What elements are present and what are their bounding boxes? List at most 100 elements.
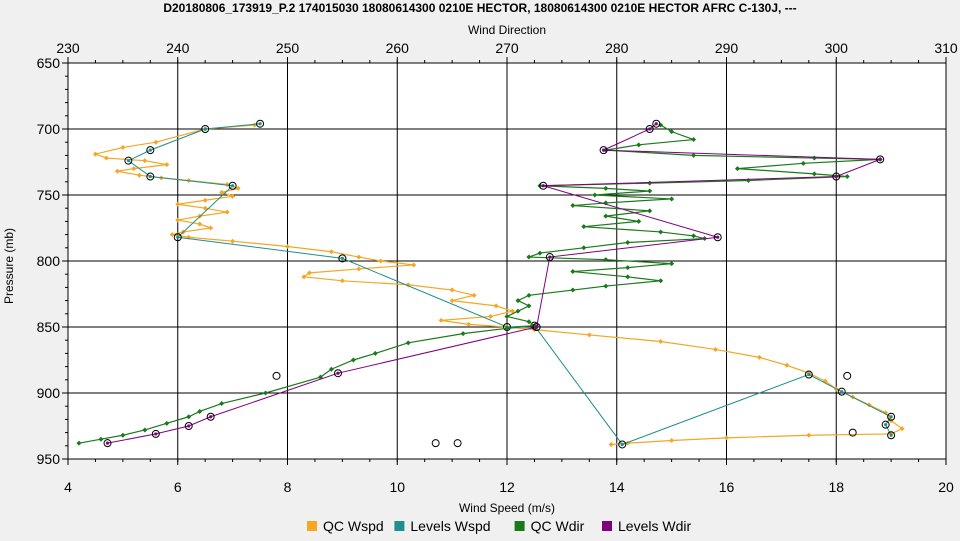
- extra-circle: [272, 371, 281, 380]
- legend-item: QC Wspd: [307, 518, 384, 534]
- data-point: [306, 270, 312, 276]
- level-point-center: [889, 415, 893, 419]
- level-point-center: [231, 184, 235, 188]
- level-point-center: [548, 255, 552, 259]
- extra-circle: [843, 371, 852, 380]
- data-point: [230, 238, 236, 244]
- data-point: [608, 441, 614, 447]
- data-point: [202, 205, 208, 211]
- legend-swatch: [514, 521, 525, 531]
- level-point-center: [209, 415, 213, 419]
- data-point: [202, 197, 208, 203]
- level-point: [146, 146, 155, 155]
- data-point: [581, 245, 587, 251]
- data-point: [669, 129, 675, 135]
- y-tick-label: 950: [37, 451, 61, 467]
- top-tick-label: 310: [934, 40, 958, 56]
- data-point: [328, 249, 334, 255]
- top-tick-label: 240: [166, 40, 190, 56]
- data-point: [509, 308, 515, 314]
- top-axis-label: Wind Direction: [468, 23, 546, 37]
- data-point: [784, 362, 790, 368]
- level-point-center: [105, 441, 110, 445]
- data-point: [899, 426, 905, 432]
- data-point: [658, 229, 664, 235]
- level-point-center: [535, 325, 539, 329]
- level-point: [599, 146, 608, 155]
- data-point: [669, 438, 675, 444]
- top-tick-label: 260: [386, 40, 410, 56]
- data-point: [372, 350, 378, 356]
- data-point: [713, 346, 719, 352]
- level-point: [151, 429, 160, 438]
- data-point: [219, 401, 225, 407]
- data-point: [504, 325, 510, 331]
- top-tick-label: 270: [495, 40, 519, 56]
- data-point: [526, 292, 532, 298]
- x-tick-label: 10: [389, 479, 405, 495]
- data-point: [120, 432, 126, 438]
- level-point: [652, 119, 661, 128]
- level-point-center: [807, 372, 811, 377]
- grid-lines: [68, 63, 946, 459]
- level-point: [206, 412, 215, 421]
- x-tick-label: 14: [609, 479, 625, 495]
- data-point: [169, 232, 175, 238]
- y-tick-label: 900: [37, 385, 61, 401]
- level-point: [103, 439, 112, 448]
- data-point: [504, 313, 510, 319]
- legend-label: QC Wdir: [531, 518, 585, 534]
- level-point-center: [878, 157, 882, 161]
- data-point: [263, 390, 269, 396]
- level-point-center: [336, 371, 340, 375]
- data-point: [756, 354, 762, 360]
- data-point: [466, 321, 472, 327]
- data-point: [647, 208, 653, 214]
- data-point: [411, 262, 417, 268]
- top-tick-label: 230: [56, 40, 80, 56]
- data-point: [625, 240, 631, 246]
- series-layer: [76, 119, 905, 449]
- level-point: [887, 412, 896, 421]
- data-point: [356, 254, 362, 260]
- data-point: [669, 196, 675, 202]
- data-point: [669, 261, 675, 267]
- data-point: [603, 185, 609, 191]
- data-point: [800, 160, 806, 166]
- level-point-center: [620, 442, 624, 447]
- data-point: [658, 339, 664, 345]
- level-point-center: [889, 433, 893, 437]
- data-point: [175, 217, 181, 223]
- level-point-center: [258, 122, 262, 126]
- data-point: [570, 203, 576, 209]
- legend-item: Levels Wspd: [394, 518, 491, 534]
- data-point: [471, 292, 477, 298]
- level-point-center: [148, 174, 152, 179]
- x-tick-label: 12: [499, 479, 515, 495]
- level-point: [545, 253, 554, 262]
- level-point: [539, 181, 548, 190]
- data-point: [625, 274, 631, 280]
- level-point: [256, 119, 265, 128]
- x-axis-label: Wind Speed (m/s): [459, 501, 555, 515]
- data-point: [405, 340, 411, 346]
- level-point: [804, 370, 813, 379]
- data-point: [603, 213, 609, 219]
- data-point: [515, 298, 521, 304]
- data-point: [142, 158, 148, 164]
- level-point-center: [654, 122, 658, 126]
- data-point: [252, 122, 258, 128]
- data-point: [186, 414, 192, 420]
- data-point: [537, 250, 543, 256]
- top-tick-label: 300: [825, 40, 849, 56]
- data-point: [224, 209, 230, 215]
- data-point: [164, 420, 170, 426]
- data-point: [164, 162, 170, 168]
- level-point-center: [203, 127, 207, 131]
- data-point: [328, 366, 334, 372]
- y-tick-label: 650: [37, 55, 61, 71]
- data-point: [131, 166, 137, 172]
- level-point-center: [176, 235, 180, 239]
- data-point: [339, 278, 345, 284]
- data-point: [493, 303, 499, 309]
